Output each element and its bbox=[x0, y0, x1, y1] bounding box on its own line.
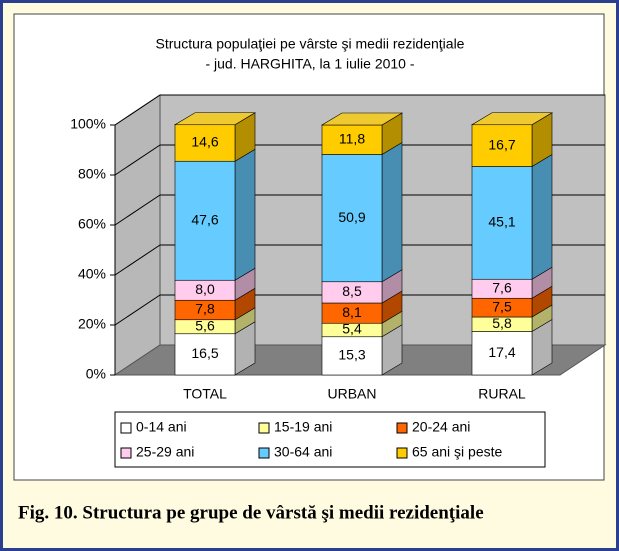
bar bbox=[174, 160, 236, 281]
bar-side-shade bbox=[532, 267, 552, 299]
value-label: 14,6 bbox=[191, 134, 218, 150]
bar-side-shade bbox=[532, 154, 552, 280]
legend-label: 30-64 ani bbox=[274, 444, 332, 460]
value-label: 15,3 bbox=[338, 347, 365, 363]
value-label: 5,6 bbox=[195, 317, 215, 333]
bar-side-shade bbox=[382, 113, 402, 155]
bar-top bbox=[173, 112, 257, 126]
grid-line bbox=[114, 244, 161, 276]
bar bbox=[471, 124, 533, 167]
legend-swatch bbox=[120, 447, 132, 459]
grid-line bbox=[114, 94, 161, 126]
legend-swatch bbox=[396, 447, 408, 459]
legend-label: 15-19 ani bbox=[274, 419, 332, 435]
chart-title: Structura populaţiei pe vârste şi medii … bbox=[156, 36, 465, 52]
value-label: 47,6 bbox=[191, 211, 218, 227]
x-tick-label: URBAN bbox=[327, 386, 376, 402]
value-label: 7,5 bbox=[492, 298, 512, 314]
bar-side-shade bbox=[382, 324, 402, 375]
y-tick-label: 100% bbox=[70, 116, 106, 132]
bar-side-shade bbox=[382, 142, 402, 282]
bar-side-shade bbox=[382, 269, 402, 303]
value-label: 8,1 bbox=[342, 304, 362, 320]
legend-label: 0-14 ani bbox=[136, 419, 187, 435]
bar-top bbox=[320, 112, 404, 126]
bar-side-shade bbox=[532, 286, 552, 317]
legend-label: 65 ani şi peste bbox=[412, 444, 502, 460]
value-label: 16,7 bbox=[488, 136, 515, 152]
grid-line bbox=[114, 294, 161, 326]
value-label: 45,1 bbox=[488, 214, 515, 230]
value-label: 17,4 bbox=[488, 344, 515, 360]
y-tick-label: 20% bbox=[78, 316, 106, 332]
y-tick-label: 40% bbox=[78, 266, 106, 282]
x-tick-label: RURAL bbox=[478, 386, 526, 402]
bar-side-shade bbox=[382, 291, 402, 324]
value-label: 8,0 bbox=[195, 281, 215, 297]
bar bbox=[321, 124, 383, 155]
legend-swatch bbox=[120, 422, 132, 434]
bar-side-shade bbox=[235, 288, 255, 320]
value-label: 8,5 bbox=[342, 283, 362, 299]
chart-subtitle: - jud. HARGHITA, la 1 iulie 2010 - bbox=[205, 56, 414, 72]
y-tick-label: 60% bbox=[78, 216, 106, 232]
bar-side-shade bbox=[235, 307, 255, 334]
caption: Fig. 10. Structura pe grupe de vârstă şi… bbox=[18, 502, 484, 523]
value-label: 5,4 bbox=[342, 321, 362, 337]
bar-side-shade bbox=[532, 305, 552, 332]
bar-side-shade bbox=[235, 268, 255, 301]
bar-side-shade bbox=[532, 112, 552, 167]
legend-box bbox=[114, 411, 546, 468]
value-label: 16,5 bbox=[191, 345, 218, 361]
y-tick-label: 80% bbox=[78, 166, 106, 182]
grid-line bbox=[114, 194, 161, 226]
bar-side-shade bbox=[235, 321, 255, 375]
legend-swatch bbox=[258, 447, 270, 459]
value-label: 11,8 bbox=[339, 130, 365, 146]
legend-label: 20-24 ani bbox=[412, 419, 470, 435]
bar bbox=[174, 124, 236, 162]
legend-label: 25-29 ani bbox=[136, 444, 194, 460]
bar bbox=[174, 333, 236, 376]
value-label: 7,6 bbox=[492, 279, 512, 295]
bar-side-shade bbox=[235, 112, 255, 162]
bar-side-shade bbox=[382, 311, 402, 337]
value-label: 7,8 bbox=[195, 301, 215, 317]
x-tick-label: TOTAL bbox=[183, 386, 227, 402]
side-wall bbox=[114, 94, 161, 376]
value-label: 5,8 bbox=[492, 315, 512, 331]
grid-line bbox=[114, 144, 161, 176]
bar-top bbox=[470, 112, 554, 126]
legend-swatch bbox=[396, 422, 408, 434]
value-label: 50,9 bbox=[338, 209, 365, 225]
legend-swatch bbox=[258, 422, 270, 434]
bar-side-shade bbox=[235, 149, 255, 281]
y-tick-label: 0% bbox=[86, 366, 106, 382]
bar bbox=[471, 166, 533, 280]
bar bbox=[321, 154, 383, 283]
bar-side-shade bbox=[532, 319, 552, 375]
